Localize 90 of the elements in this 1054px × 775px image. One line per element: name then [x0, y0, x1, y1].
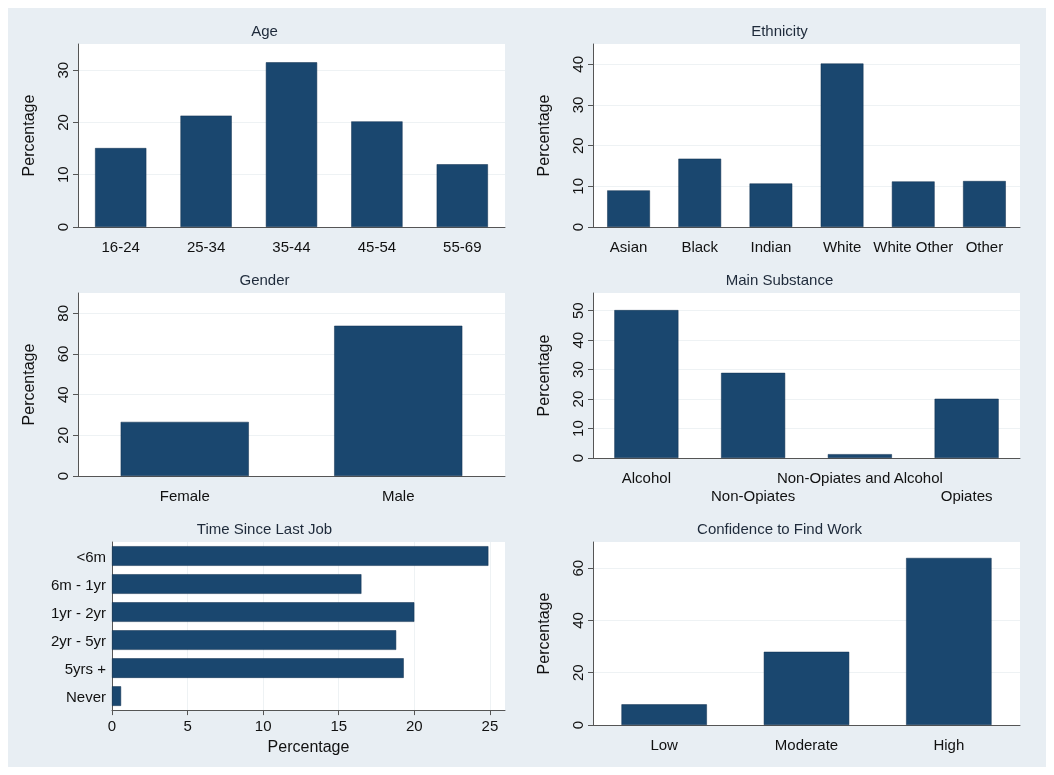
- bar: [351, 121, 403, 227]
- bar: [112, 658, 404, 678]
- x-tick-label: 20: [405, 717, 423, 735]
- bar: [180, 115, 232, 227]
- y-tick-label: 2yr - 5yr: [50, 631, 106, 649]
- y-tick-label: 30: [54, 61, 71, 79]
- x-tick-label: 10: [254, 717, 272, 735]
- y-tick-label: 40: [569, 55, 586, 73]
- y-tick-label: 10: [569, 420, 586, 437]
- chart-title: Age: [251, 22, 278, 39]
- y-tick-label: 20: [54, 426, 71, 444]
- chart-title: Gender: [239, 271, 290, 288]
- x-tick-label: Moderate: [774, 735, 839, 753]
- bar: [891, 181, 935, 227]
- y-tick-label: 60: [569, 559, 586, 577]
- y-tick-label: 6m - 1yr: [50, 575, 106, 593]
- y-tick-label: 20: [54, 114, 71, 131]
- chart-title: Time Since Last Job: [196, 520, 333, 537]
- y-tick-label: 40: [569, 331, 586, 349]
- x-tick-label: Other: [965, 237, 1004, 255]
- bar: [827, 454, 892, 458]
- y-axis-title: Percentage: [534, 334, 552, 417]
- x-axis-title: Percentage: [267, 737, 350, 755]
- bar: [621, 704, 707, 725]
- x-tick-label: Black: [681, 237, 719, 255]
- bar: [906, 557, 992, 725]
- y-tick-label: 0: [569, 222, 586, 232]
- bar: [112, 546, 489, 566]
- x-tick-label: Asian: [609, 237, 648, 255]
- y-tick-label: 20: [569, 137, 586, 155]
- bar: [95, 148, 147, 227]
- y-tick-label: 0: [54, 222, 71, 232]
- x-tick-label: 15: [330, 717, 348, 735]
- bar: [763, 651, 850, 725]
- x-tick-label: Alcohol: [621, 468, 671, 486]
- y-tick-label: 30: [569, 96, 586, 114]
- bar: [112, 574, 362, 594]
- bar: [265, 62, 318, 227]
- chart-title: Main Substance: [725, 271, 834, 288]
- x-tick-label: Low: [650, 735, 679, 753]
- x-tick-label: White Other: [873, 237, 954, 255]
- y-axis-title: Percentage: [19, 343, 37, 426]
- y-tick-label: 20: [569, 390, 586, 408]
- bar: [436, 164, 488, 227]
- x-tick-label: Non-Opiates and Alcohol: [776, 468, 943, 486]
- x-tick-label: 35-44: [272, 237, 311, 255]
- y-tick-label: 60: [54, 345, 71, 363]
- y-tick-label: 10: [54, 166, 71, 184]
- bar: [749, 183, 793, 227]
- y-tick-label: 40: [54, 386, 71, 404]
- bar: [820, 63, 864, 227]
- y-axis-title: Percentage: [534, 592, 552, 675]
- y-tick-label: 40: [569, 612, 586, 629]
- bar: [112, 686, 122, 706]
- y-tick-label: 30: [569, 361, 586, 378]
- chart-title: Confidence to Find Work: [697, 520, 863, 537]
- bar: [721, 372, 786, 458]
- y-tick-label: 0: [569, 453, 586, 463]
- x-tick-label: White: [822, 237, 862, 255]
- y-tick-label: 20: [569, 664, 586, 682]
- x-tick-label: 5: [183, 717, 192, 735]
- y-tick-label: <6m: [76, 547, 106, 565]
- bar: [112, 602, 415, 622]
- chart-title: Ethnicity: [751, 22, 809, 39]
- y-tick-label: 50: [569, 302, 586, 320]
- bar: [963, 181, 1006, 227]
- y-tick-label: 5yrs +: [64, 659, 107, 677]
- x-tick-label: Male: [381, 486, 415, 504]
- x-tick-label: 16-24: [101, 237, 140, 255]
- x-tick-label: 45-54: [357, 237, 397, 255]
- bar: [112, 630, 397, 650]
- x-tick-label: Opiates: [940, 486, 993, 504]
- bar: [678, 158, 722, 227]
- y-axis-title: Percentage: [534, 94, 552, 177]
- x-tick-label: 25: [481, 717, 499, 735]
- x-tick-label: Indian: [750, 237, 792, 255]
- x-tick-label: 55-69: [443, 237, 482, 255]
- bar: [934, 398, 999, 458]
- x-tick-label: 0: [107, 717, 117, 735]
- bar: [607, 190, 650, 227]
- y-axis-title: Percentage: [19, 94, 37, 177]
- bar: [614, 310, 679, 458]
- x-tick-label: Non-Opiates: [711, 486, 796, 504]
- x-tick-label: Female: [159, 486, 210, 504]
- y-tick-label: 80: [54, 304, 71, 322]
- x-tick-label: High: [933, 735, 965, 753]
- y-tick-label: 10: [569, 177, 586, 195]
- y-tick-label: 1yr - 2yr: [50, 603, 106, 621]
- x-tick-label: 25-34: [186, 237, 226, 255]
- y-tick-label: Never: [65, 687, 106, 705]
